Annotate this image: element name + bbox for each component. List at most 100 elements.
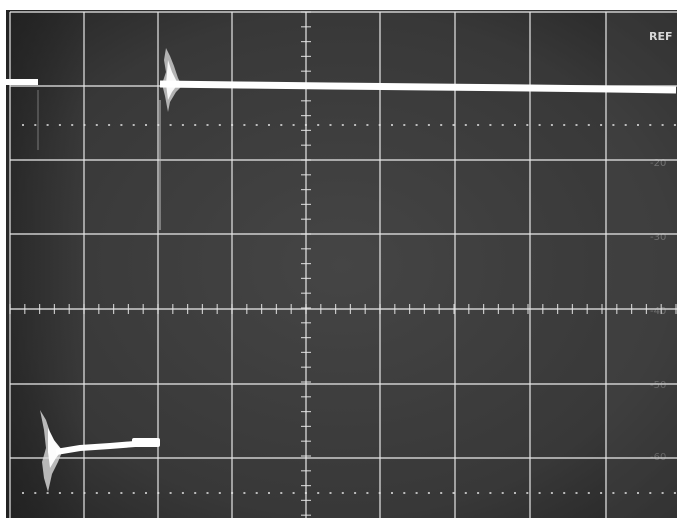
scale-label-40: -40 bbox=[650, 306, 666, 317]
graticule-dot bbox=[538, 492, 541, 494]
graticule-dot bbox=[624, 492, 627, 494]
graticule-dot bbox=[587, 124, 590, 126]
graticule-dot bbox=[649, 124, 652, 126]
graticule-dot bbox=[464, 124, 467, 126]
screen-background bbox=[6, 10, 678, 520]
graticule-dot bbox=[477, 492, 480, 494]
lower-trace-end-blob bbox=[132, 438, 160, 447]
graticule-dot bbox=[194, 492, 197, 494]
graticule-dot bbox=[538, 124, 541, 126]
graticule-dot bbox=[391, 492, 393, 494]
graticule-dot bbox=[673, 492, 676, 494]
upper-trace-transient-core bbox=[166, 60, 178, 100]
graticule-dot bbox=[181, 124, 184, 126]
graticule-dot bbox=[255, 124, 258, 126]
graticule-dot bbox=[415, 492, 418, 494]
graticule-dot bbox=[132, 492, 135, 494]
graticule-dot bbox=[391, 124, 393, 126]
graticule-dot bbox=[71, 492, 74, 494]
graticule-dot bbox=[354, 492, 357, 494]
graticule-dot bbox=[280, 124, 283, 126]
graticule-dot bbox=[157, 124, 160, 126]
graticule-dot bbox=[46, 124, 49, 126]
graticule-dot bbox=[317, 124, 320, 126]
graticule-dot bbox=[673, 124, 676, 126]
graticule-dot bbox=[378, 124, 381, 126]
graticule-dot bbox=[440, 124, 443, 126]
graticule-dot bbox=[366, 124, 369, 126]
graticule-dot bbox=[34, 124, 37, 126]
graticule-dot bbox=[181, 492, 184, 494]
graticule-dot bbox=[243, 492, 246, 494]
graticule-dot bbox=[341, 124, 344, 126]
graticule-dot bbox=[34, 492, 37, 494]
graticule-dot bbox=[206, 124, 209, 126]
graticule-dot bbox=[514, 492, 516, 494]
graticule-dot bbox=[403, 492, 406, 494]
graticule-dot bbox=[108, 492, 111, 494]
lower-trace-transient-core bbox=[48, 428, 62, 468]
graticule-dot bbox=[329, 124, 332, 126]
graticule-dot bbox=[427, 124, 430, 126]
graticule-dot bbox=[194, 124, 197, 126]
graticule-dot bbox=[206, 492, 209, 494]
graticule-dot bbox=[145, 124, 147, 126]
graticule-dot bbox=[169, 124, 172, 126]
graticule-dot bbox=[280, 492, 283, 494]
graticule-dot bbox=[637, 492, 639, 494]
graticule-dot bbox=[624, 124, 627, 126]
graticule-dot bbox=[366, 492, 369, 494]
graticule-dot bbox=[243, 124, 246, 126]
graticule-dot bbox=[378, 492, 381, 494]
graticule-dot bbox=[329, 492, 332, 494]
graticule-dot bbox=[108, 124, 111, 126]
scale-label-20: -20 bbox=[650, 158, 666, 169]
graticule-dot bbox=[317, 492, 320, 494]
graticule-dot bbox=[550, 492, 553, 494]
graticule-dot bbox=[58, 492, 61, 494]
screen-right-shade bbox=[605, 10, 678, 520]
graticule-dot bbox=[71, 124, 74, 126]
graticule-dot bbox=[218, 124, 221, 126]
graticule-dot bbox=[587, 492, 590, 494]
graticule-dot bbox=[304, 492, 307, 494]
graticule-dot bbox=[612, 492, 615, 494]
graticule-dot bbox=[95, 492, 98, 494]
graticule-dot bbox=[612, 124, 615, 126]
graticule-dot bbox=[600, 124, 603, 126]
graticule-dot bbox=[145, 492, 147, 494]
graticule-dot bbox=[489, 492, 492, 494]
graticule-dot bbox=[526, 124, 529, 126]
graticule-dot bbox=[22, 124, 24, 126]
upper-trace-main bbox=[159, 80, 677, 94]
graticule-dot bbox=[292, 492, 295, 494]
ref-label: REF bbox=[649, 30, 673, 43]
graticule-dot bbox=[120, 124, 123, 126]
graticule-dot bbox=[575, 492, 578, 494]
graticule-dot bbox=[268, 124, 270, 126]
graticule-dot bbox=[132, 124, 135, 126]
graticule-dot bbox=[292, 124, 295, 126]
graticule-ticks bbox=[9, 11, 677, 516]
graticule-dot bbox=[83, 492, 86, 494]
graticule-dot bbox=[477, 124, 480, 126]
graticule-dot bbox=[95, 124, 98, 126]
graticule-dot bbox=[600, 492, 603, 494]
graticule-dot bbox=[46, 492, 49, 494]
graticule-dot bbox=[83, 124, 86, 126]
graticule-dot bbox=[575, 124, 578, 126]
graticule-dot bbox=[22, 492, 24, 494]
graticule-dot bbox=[649, 492, 652, 494]
graticule-dot bbox=[169, 492, 172, 494]
graticule-dot bbox=[563, 124, 566, 126]
graticule-dot bbox=[464, 492, 467, 494]
graticule-dot bbox=[403, 124, 406, 126]
graticule-dot bbox=[231, 124, 234, 126]
graticule-dot bbox=[452, 124, 455, 126]
graticule-dot bbox=[452, 492, 455, 494]
graticule-dot bbox=[415, 124, 418, 126]
graticule-dotted-lines bbox=[22, 124, 676, 494]
graticule-dot bbox=[427, 492, 430, 494]
